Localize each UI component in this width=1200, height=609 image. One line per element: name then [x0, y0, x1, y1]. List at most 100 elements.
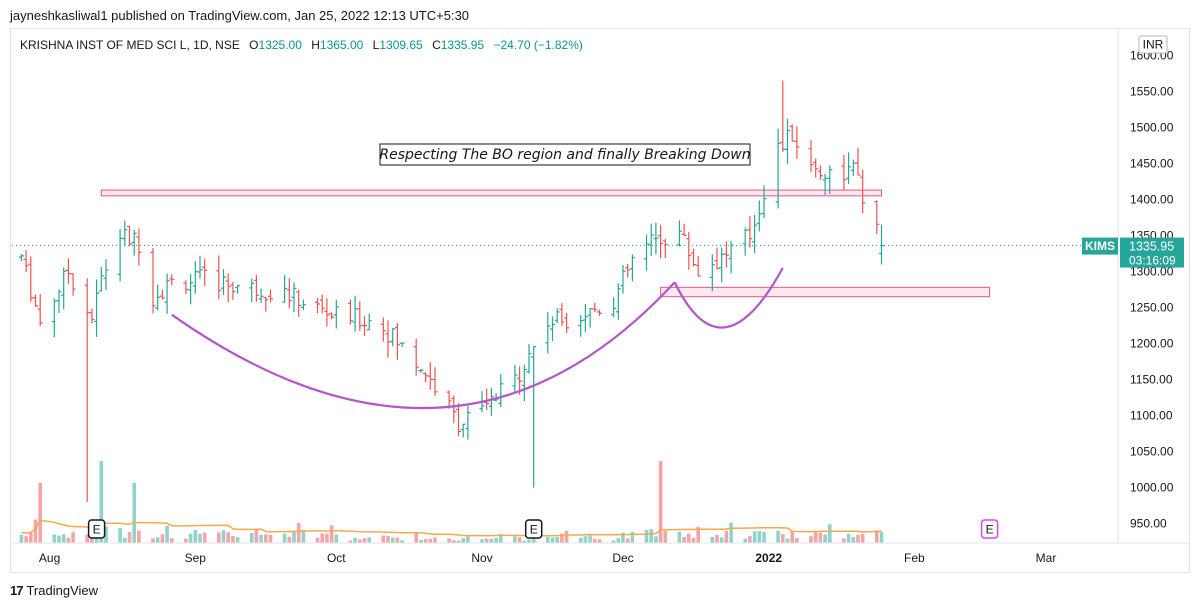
earnings-marker-text: E — [986, 523, 994, 537]
ohlc-bar — [855, 147, 861, 176]
volume-bar — [499, 533, 503, 543]
volume-bar — [123, 537, 127, 543]
ohlc-bar — [658, 225, 664, 259]
ohlc-bar — [611, 297, 617, 318]
volume-bar — [630, 531, 635, 543]
ohlc-bar — [399, 342, 405, 348]
volume-bar — [494, 537, 498, 543]
ohlc-bar — [380, 317, 386, 342]
volume-bar — [325, 533, 329, 543]
ohlc-bar — [629, 254, 635, 282]
volume-bar — [301, 529, 306, 543]
volume-bar — [875, 530, 879, 543]
ohlc-bar — [747, 216, 753, 248]
volume-bar — [856, 534, 860, 543]
volume-bar — [160, 534, 165, 543]
ohlc-bar — [192, 261, 198, 294]
ohlc-bar — [216, 255, 222, 300]
volume-bar — [320, 533, 324, 543]
volume-bar — [334, 534, 339, 543]
volume-bar — [644, 529, 649, 543]
ohlc-bar — [315, 297, 320, 314]
ohlc-bar — [559, 303, 565, 326]
time-tick-label: Nov — [471, 551, 492, 565]
ohlc-bar — [169, 274, 175, 286]
ohlc-bar — [131, 229, 137, 256]
volume-bar — [447, 538, 451, 543]
ohlc-bar — [164, 273, 170, 314]
volume-bar — [428, 538, 433, 543]
ohlc-bar — [230, 281, 236, 300]
volume-bar — [221, 530, 226, 543]
volume-bar — [809, 536, 813, 543]
ohlc-bar — [56, 289, 62, 313]
ohlc-bar — [653, 222, 659, 255]
brand-name: TradingView — [26, 583, 99, 598]
volume-bar — [480, 539, 484, 543]
volume-bar — [851, 537, 856, 543]
ohlc-bar — [347, 299, 353, 325]
close-label: C — [432, 38, 441, 52]
volume-bar — [66, 537, 71, 543]
ohlc-bar — [319, 294, 325, 314]
ohlc-bar — [70, 273, 76, 296]
ohlc-bar — [263, 296, 269, 312]
ohlc-bar — [451, 395, 457, 424]
ohlc-bar — [456, 403, 461, 437]
ohlc-bar — [521, 364, 527, 402]
zones-layer — [100, 189, 991, 298]
ohlc-bar — [644, 234, 649, 271]
volume-bar — [254, 530, 259, 543]
volume-bar — [752, 531, 757, 543]
price-tick-label: 1050.00 — [1130, 445, 1174, 459]
volume-bar — [555, 537, 559, 543]
volume-bar — [452, 540, 456, 543]
ohlc-bar — [554, 308, 560, 324]
volume-bar — [198, 534, 202, 543]
ohlc-bar — [752, 214, 758, 254]
ohlc-bar — [183, 280, 189, 295]
time-axis: Aug Sep Oct Nov Dec 2022 Feb Mar — [39, 551, 1056, 565]
time-tick-label: Mar — [1036, 551, 1057, 565]
volume-bar — [127, 531, 132, 543]
earnings-marker-text: E — [530, 523, 538, 537]
volume-bar — [842, 538, 846, 543]
volume-bar — [729, 522, 733, 543]
volume-bar — [296, 523, 301, 543]
tradingview-logo-icon: 17 — [10, 583, 24, 598]
ohlc-bar — [742, 227, 748, 256]
volume-bar — [743, 538, 747, 543]
ohlc-bar — [695, 256, 701, 277]
ohlc-bar — [808, 140, 814, 173]
volume-bar — [85, 534, 89, 543]
price-tick-label: 1450.00 — [1130, 156, 1174, 170]
ohlc-bar — [136, 228, 142, 266]
publisher-line: jayneshkasliwal1 published on TradingVie… — [10, 8, 470, 23]
volume-bar — [578, 537, 583, 543]
volume-bar — [381, 535, 386, 543]
volume-bar — [691, 537, 696, 543]
volume-layer — [19, 461, 884, 543]
ohlc-bar — [874, 200, 880, 235]
price-tick-label: 1200.00 — [1130, 337, 1174, 351]
volume-bar — [649, 529, 653, 543]
ohlc-bar — [357, 301, 363, 331]
ohlc-bar — [681, 223, 687, 236]
volume-bar — [550, 537, 555, 543]
price-tick-label: 1100.00 — [1130, 409, 1173, 423]
ohlc-bar — [155, 284, 161, 311]
ohlc-bar — [98, 267, 104, 292]
volume-bar — [353, 537, 357, 543]
volume-bar — [611, 540, 616, 543]
ohlc-bar — [188, 274, 194, 305]
ohlc-bar — [329, 312, 335, 320]
volume-bar — [231, 535, 235, 543]
ohlc-bar — [37, 294, 43, 327]
low-label: L — [372, 38, 380, 52]
ohlc-bar — [253, 274, 259, 302]
volume-bar — [522, 540, 527, 543]
volume-bar — [560, 533, 564, 543]
volume-bar — [151, 538, 155, 543]
